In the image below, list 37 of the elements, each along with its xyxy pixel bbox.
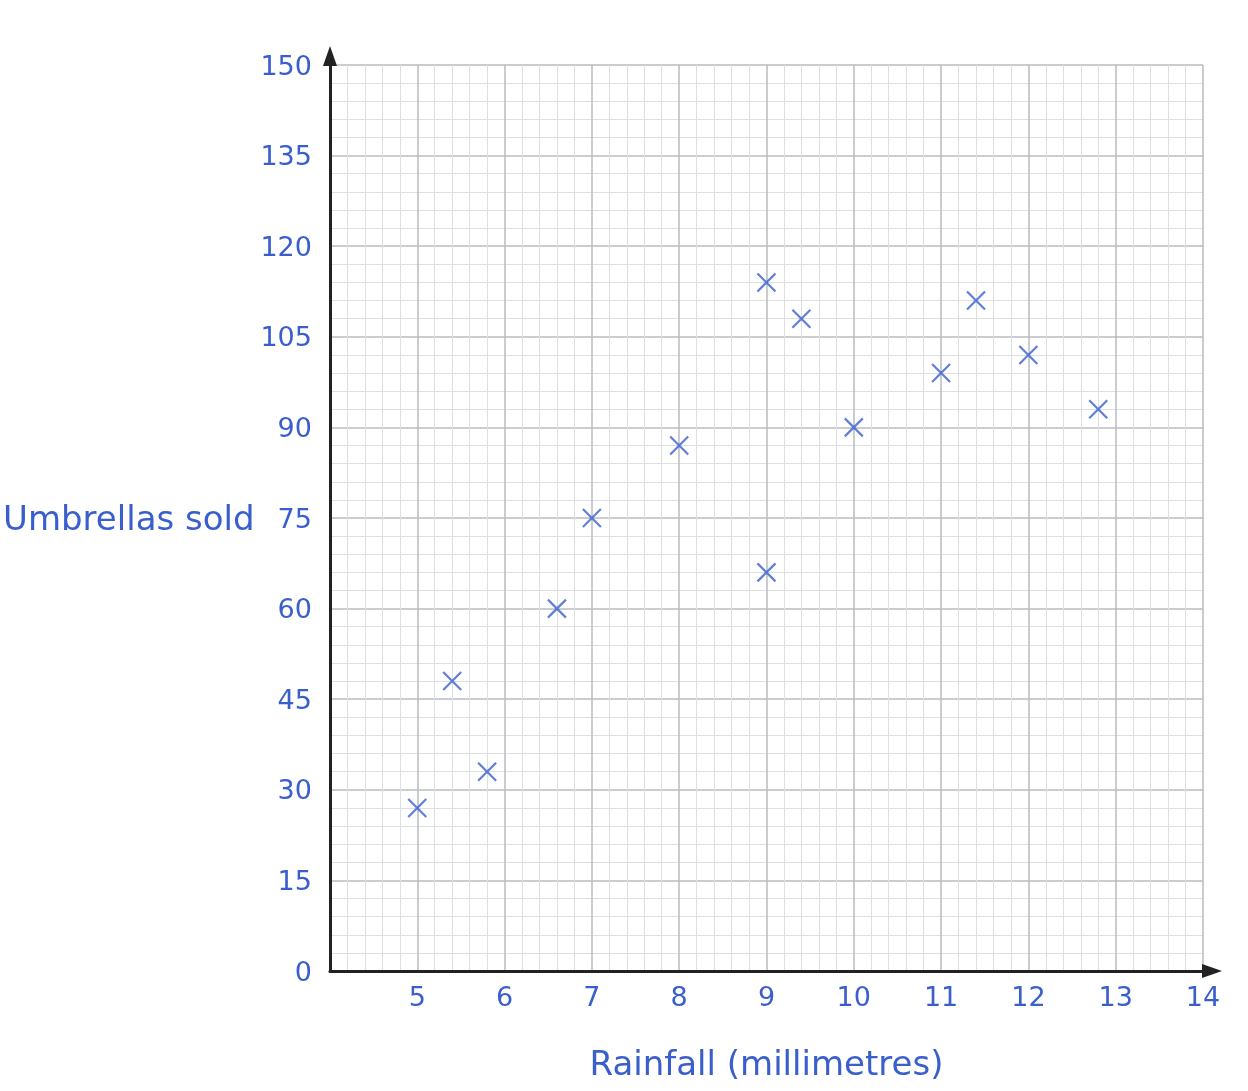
x-tick-label: 9 xyxy=(757,981,776,1012)
x-tick-label: 13 xyxy=(1098,981,1133,1012)
y-axis-title: Umbrellas sold xyxy=(3,498,255,538)
y-tick-label: 15 xyxy=(277,864,312,896)
x-tick-label: 14 xyxy=(1185,981,1221,1012)
y-tick-label: 75 xyxy=(277,502,312,534)
y-tick-label: 120 xyxy=(260,230,312,262)
x-tick-label: 11 xyxy=(923,981,959,1012)
point xyxy=(1088,399,1109,420)
point xyxy=(477,761,498,782)
point xyxy=(965,290,987,311)
point xyxy=(442,670,463,692)
x-tick-label: 7 xyxy=(583,981,601,1012)
point xyxy=(407,797,428,819)
x-tick-label: 10 xyxy=(836,981,871,1012)
y-tick-label: 30 xyxy=(277,774,312,806)
x-tick-label: 12 xyxy=(1011,981,1046,1012)
y-tick-label: 105 xyxy=(260,321,312,353)
point xyxy=(756,562,777,583)
y-tick-label: 90 xyxy=(277,411,312,443)
y-tick-label: 45 xyxy=(277,683,312,715)
point xyxy=(546,598,568,619)
y-tick-label: 135 xyxy=(260,140,312,172)
x-axis-title: Rainfall (millimetres) xyxy=(589,1043,944,1083)
x-tick-label: 5 xyxy=(408,981,426,1012)
y-tick-label: 150 xyxy=(260,49,312,81)
point xyxy=(930,362,952,384)
y-tick-label: 60 xyxy=(277,593,312,625)
point xyxy=(791,308,812,329)
point xyxy=(1018,344,1039,366)
x-tick-label: 6 xyxy=(495,981,514,1012)
point xyxy=(669,435,690,456)
point xyxy=(843,417,864,438)
point xyxy=(581,507,602,529)
x-tick-label: 8 xyxy=(670,981,688,1012)
y-tick-label: 0 xyxy=(294,955,312,987)
point xyxy=(756,272,777,293)
